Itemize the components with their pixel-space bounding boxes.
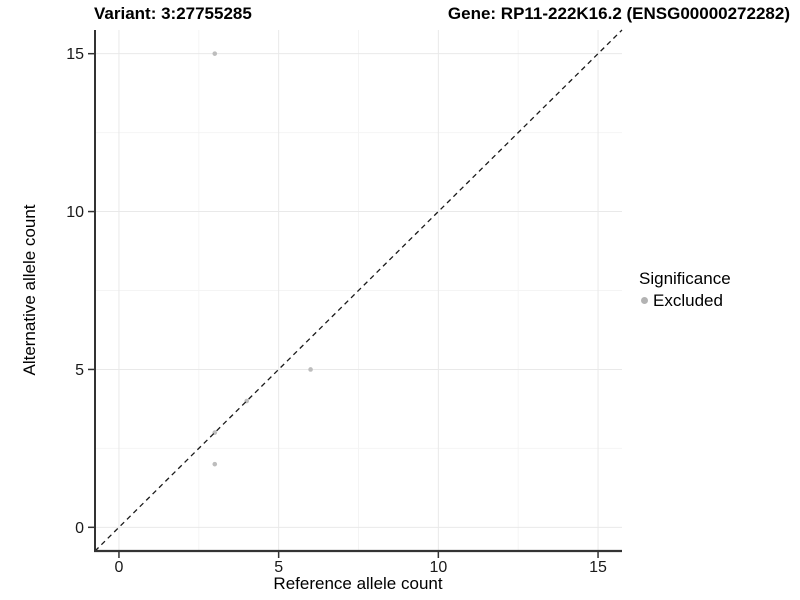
y-tick-label: 0 — [75, 520, 84, 537]
legend-title: Significance — [639, 269, 731, 288]
circle-marker-icon — [641, 297, 648, 305]
gene-title: Gene: RP11-222K16.2 (ENSG00000272282) — [447, 4, 790, 23]
legend-item-label: Excluded — [653, 290, 723, 310]
variant-title: Variant: 3:27755285 — [94, 4, 252, 23]
x-tick-label: 10 — [429, 559, 447, 576]
identity-dashed-line — [94, 29, 623, 552]
legend-item-excluded: Excluded — [639, 290, 731, 311]
x-tick-label: 0 — [115, 559, 124, 576]
legend: Significance Excluded — [639, 269, 731, 310]
y-tick-label: 15 — [66, 46, 84, 63]
x-axis-title: Reference allele count — [273, 574, 443, 593]
x-tick-label: 15 — [589, 559, 607, 576]
data-point — [212, 461, 218, 467]
y-tick-label: 10 — [66, 204, 84, 221]
data-point — [212, 51, 218, 56]
y-tick-label: 5 — [75, 362, 84, 379]
x-tick-label: 5 — [274, 559, 283, 576]
data-point — [308, 367, 313, 372]
y-axis-title: Alternative allele count — [20, 204, 39, 376]
